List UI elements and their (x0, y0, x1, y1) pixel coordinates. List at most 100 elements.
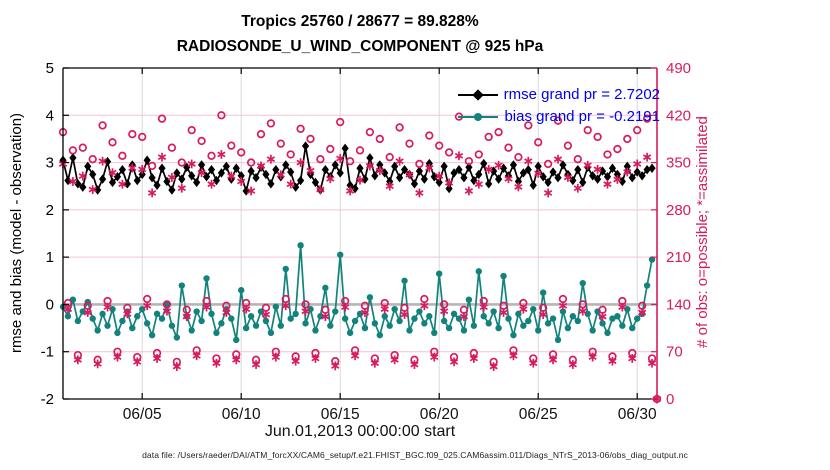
possible-marker (558, 294, 568, 304)
assimilated-marker (281, 302, 290, 309)
rmse-marker (460, 173, 468, 183)
bias-marker (341, 315, 349, 322)
assimilated-marker (138, 166, 147, 173)
bias-marker (619, 322, 626, 329)
assimilated-marker (152, 355, 162, 362)
possible-marker (494, 128, 503, 137)
assimilated-marker (514, 183, 523, 190)
possible-marker (88, 155, 97, 164)
left-tick-label: -1 (41, 344, 54, 361)
rmse-marker (133, 175, 141, 186)
rmse-marker (598, 166, 607, 176)
rmse-marker (589, 171, 597, 181)
bias-circle-marker-icon (474, 112, 483, 121)
assimilated-marker (558, 302, 568, 309)
rmse-marker (89, 169, 97, 180)
rmse-marker (400, 164, 409, 175)
rmse-marker (366, 153, 374, 163)
assimilated-marker (380, 306, 389, 313)
bias-line (62, 245, 653, 341)
possible-marker (237, 148, 246, 157)
assimilated-marker (519, 306, 528, 313)
bias-marker (282, 265, 289, 273)
bias-marker (193, 308, 200, 315)
assimilated-marker (350, 352, 360, 359)
rmse-marker (465, 162, 473, 172)
possible-marker (444, 148, 454, 157)
rmse-marker (574, 164, 582, 175)
rmse-marker (272, 164, 280, 175)
assimilated-marker (93, 360, 102, 367)
possible-marker (118, 151, 127, 160)
right-tick-label: 70 (666, 344, 683, 361)
rmse-marker (529, 180, 537, 190)
bias-marker (643, 282, 651, 289)
bias-marker (475, 268, 482, 275)
assimilated-marker (534, 170, 543, 177)
bias-marker (386, 322, 393, 329)
assimilated-marker (618, 304, 627, 311)
assimilated-marker (336, 155, 345, 162)
bias-marker (396, 317, 403, 325)
possible-marker (474, 150, 483, 159)
rmse-marker (193, 177, 201, 188)
x-tick-label: 06/25 (519, 406, 558, 423)
bias-marker (431, 329, 438, 336)
x-tick-label: 06/10 (222, 406, 261, 423)
bias-marker (272, 303, 280, 310)
rmse-marker (79, 182, 87, 192)
possible-marker (138, 132, 147, 142)
possible-marker (420, 294, 429, 304)
assimilated-marker (425, 165, 434, 171)
bias-marker (535, 327, 542, 334)
rmse-marker (514, 176, 522, 187)
assimilated-marker (73, 356, 82, 363)
bias-marker (549, 315, 557, 322)
rmse-marker (638, 171, 646, 181)
assimilated-marker (316, 186, 325, 193)
bias-marker (247, 313, 255, 320)
possible-marker (306, 134, 315, 144)
assimilated-marker (420, 302, 429, 309)
assimilated-marker (608, 358, 617, 365)
rmse-marker (450, 168, 458, 178)
possible-marker (375, 134, 384, 144)
rmse-marker (356, 163, 364, 173)
rmse-marker (648, 163, 656, 173)
left-axis-label: rmse and bias (model - observation) (8, 112, 25, 354)
assimilated-marker (177, 185, 186, 192)
possible-marker (78, 143, 87, 152)
assimilated-marker (583, 162, 592, 169)
left-tick-label: 1 (46, 249, 54, 266)
rmse-legend-swatch (457, 85, 498, 104)
assimilated-marker (633, 160, 642, 167)
bias-marker (445, 324, 453, 332)
assimilated-marker (504, 175, 513, 182)
rmse-marker (480, 158, 488, 169)
rmse-marker (579, 177, 587, 188)
rmse-marker (74, 179, 82, 189)
bias-marker (604, 329, 611, 336)
possible-marker (256, 130, 266, 139)
bias-marker (168, 322, 176, 329)
assimilated-marker (484, 166, 493, 173)
assimilated-marker (108, 169, 117, 176)
rmse-marker (331, 160, 339, 170)
x-tick-label: 06/05 (123, 406, 162, 423)
rmse-marker (282, 160, 290, 170)
bias-marker (346, 329, 354, 336)
bias-marker (208, 310, 215, 318)
rmse-marker (222, 161, 230, 172)
possible-marker (98, 121, 107, 130)
possible-marker (147, 161, 157, 171)
rmse-marker (69, 153, 77, 163)
bias-marker (460, 327, 468, 334)
bias-marker (277, 322, 284, 329)
bias-marker (94, 327, 101, 334)
bias-marker (609, 315, 616, 322)
rmse-marker (202, 172, 211, 182)
bias-marker (312, 327, 319, 334)
bias-marker (238, 287, 245, 294)
possible-marker (207, 151, 216, 160)
rmse-marker (84, 161, 92, 172)
